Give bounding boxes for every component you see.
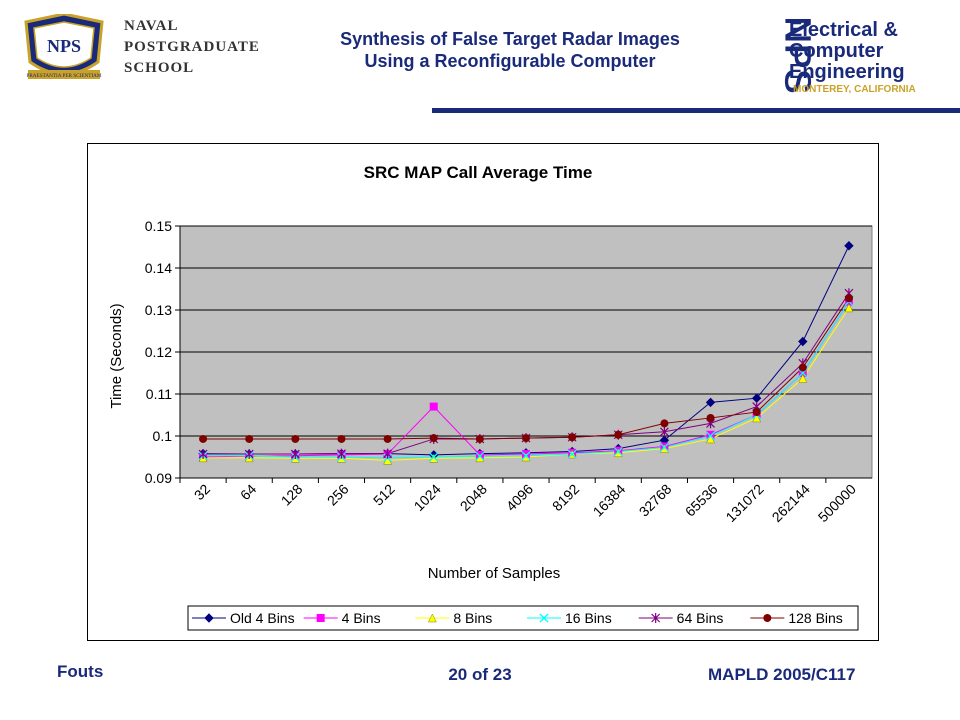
nps-seal-icon: NPS PRAESTANTIA PER SCIENTIAM [24, 14, 104, 79]
data-point [291, 434, 300, 443]
x-tick-label: 8192 [549, 481, 582, 514]
y-tick-label: 0.1 [153, 428, 173, 444]
x-axis-label: Number of Samples [428, 565, 561, 582]
legend-marker [651, 613, 661, 623]
footer-author: Fouts [57, 662, 104, 681]
page-title: Synthesis of False Target Radar Images U… [270, 28, 750, 72]
data-point [383, 434, 392, 443]
x-tick-label: 256 [324, 481, 352, 509]
data-point [475, 451, 485, 461]
data-point [475, 434, 484, 443]
y-tick-label: 0.09 [145, 470, 172, 486]
x-tick-label: 16384 [590, 481, 629, 520]
legend-label: 128 Bins [788, 610, 842, 626]
page-number: 20 of 23 [448, 665, 512, 684]
data-point [706, 434, 715, 444]
data-point [798, 363, 807, 372]
data-point [337, 434, 346, 443]
line-chart: SRC MAP Call Average Time Number of Samp… [108, 163, 873, 631]
ece-logo: NPS Electrical & Computer Engineering MO… [776, 16, 916, 95]
data-point [844, 303, 854, 313]
data-point [844, 241, 854, 251]
x-tick-label: 1024 [411, 481, 444, 514]
nps-word-line: POSTGRADUATE [124, 39, 260, 55]
y-tick-label: 0.11 [146, 386, 172, 402]
data-point [659, 426, 669, 437]
ece-nps-letters: NPS [776, 16, 818, 94]
data-point [752, 413, 762, 423]
data-point [244, 449, 254, 460]
nps-motto: PRAESTANTIA PER SCIENTIAM [26, 73, 101, 79]
data-point [290, 449, 300, 460]
ece-line-3: Engineering [789, 61, 905, 83]
legend-label: Old 4 Bins [230, 610, 295, 626]
y-tick-label: 0.13 [145, 302, 172, 318]
x-tick-label: 64 [237, 481, 259, 503]
data-point [567, 449, 577, 459]
ece-line-2: Computer [789, 40, 884, 62]
x-tick-label: 2048 [457, 481, 490, 514]
chart-frame: SRC MAP Call Average Time Number of Samp… [87, 143, 879, 641]
data-point [752, 408, 761, 417]
footer-venue: MAPLD 2005/C117 [708, 665, 856, 684]
x-tick-label: 512 [370, 481, 398, 509]
legend-label: 4 Bins [342, 610, 381, 626]
chart-title: SRC MAP Call Average Time [364, 163, 593, 182]
legend-marker [204, 613, 214, 623]
nps-wordmark: NAVAL POSTGRADUATE SCHOOL [124, 16, 260, 79]
data-point [429, 402, 438, 411]
data-point [660, 419, 669, 428]
data-point [705, 397, 716, 408]
y-tick-label: 0.15 [145, 218, 172, 234]
data-point [521, 451, 531, 461]
x-tick-label: 4096 [503, 481, 536, 514]
nps-word-line: NAVAL [124, 18, 179, 34]
x-tick-label: 32768 [636, 481, 675, 520]
x-tick-label: 32 [191, 481, 213, 503]
legend-marker [763, 614, 772, 622]
data-point [798, 336, 808, 347]
nps-word-line: SCHOOL [124, 60, 195, 76]
data-point [659, 442, 669, 452]
data-point [337, 448, 346, 459]
data-point [798, 373, 808, 383]
data-point [614, 430, 623, 439]
data-point [613, 447, 623, 456]
legend-marker [316, 614, 325, 622]
legend-marker [427, 613, 437, 623]
title-line-1: Synthesis of False Target Radar Images [340, 29, 680, 49]
data-point [429, 434, 438, 443]
ece-location: MONTEREY, CALIFORNIA [793, 84, 916, 95]
y-tick-label: 0.12 [145, 344, 172, 360]
nps-logo: NPS PRAESTANTIA PER SCIENTIAM NAVAL POST… [16, 10, 266, 90]
x-tick-label: 65536 [682, 481, 721, 520]
legend-label: 8 Bins [453, 610, 492, 626]
ece-line-1: Electrical & [789, 19, 898, 41]
x-tick-label: 128 [278, 481, 306, 509]
x-tick-label: 262144 [769, 481, 813, 525]
legend-label: 64 Bins [677, 610, 724, 626]
y-axis-label: Time (Seconds) [108, 303, 125, 408]
data-point [199, 434, 208, 443]
data-point [844, 294, 853, 303]
data-point [706, 413, 715, 422]
x-tick-label: 500000 [815, 481, 859, 525]
data-point [522, 434, 530, 443]
y-tick-label: 0.14 [145, 260, 172, 276]
legend-box [187, 605, 859, 631]
data-point [383, 448, 393, 459]
data-point [568, 433, 577, 442]
data-point [245, 434, 254, 443]
title-line-2: Using a Reconfigurable Computer [364, 51, 656, 71]
nps-seal-text: NPS [47, 36, 81, 56]
data-point [429, 452, 439, 462]
legend-marker [539, 613, 549, 623]
data-point [706, 431, 715, 441]
data-point [198, 449, 208, 460]
header-rule [432, 108, 960, 113]
x-tick-label: 131072 [722, 481, 766, 525]
legend-label: 16 Bins [565, 610, 612, 626]
